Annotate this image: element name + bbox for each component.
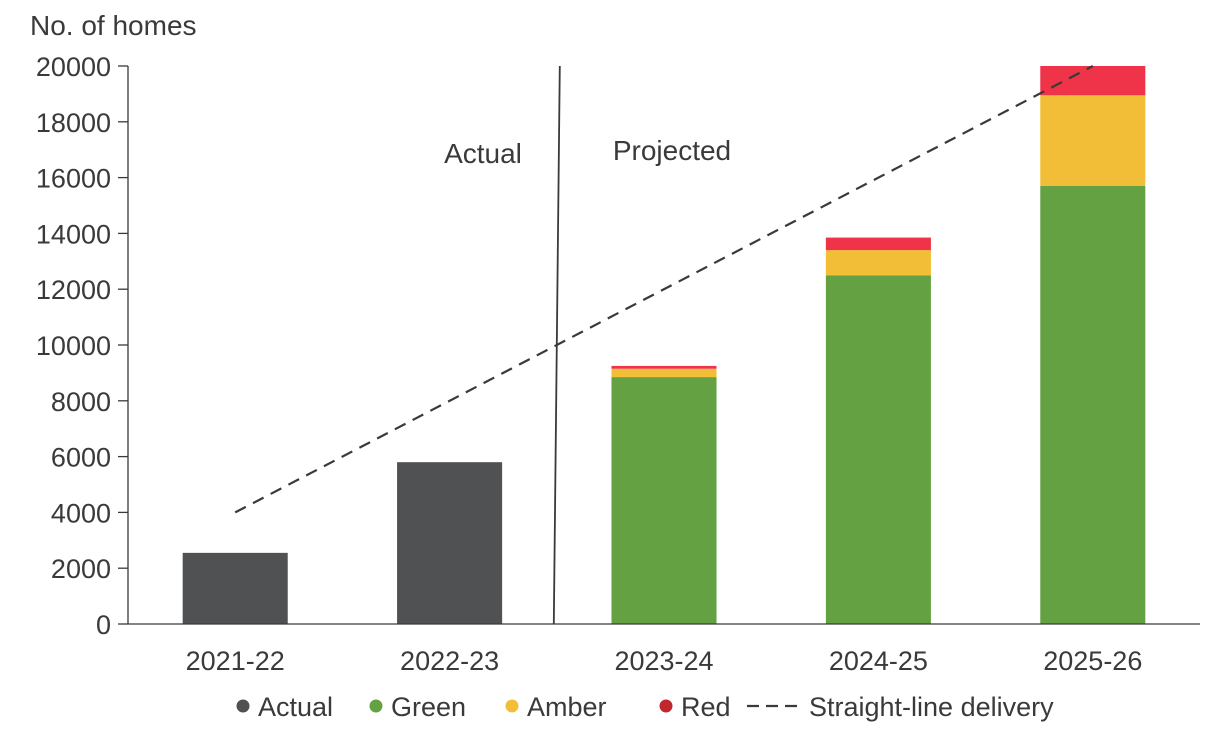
annotation-actual: Actual [444,138,522,169]
y-tick-label: 12000 [36,275,111,305]
y-tick-label: 16000 [36,164,111,194]
bar-red-2025-26 [1040,66,1146,96]
x-axis-ticks: 2021-22 2022-23 2023-24 2024-25 2025-26 [186,646,1143,676]
straight-line-delivery-line [234,65,1094,514]
legend-label: Green [391,692,466,722]
legend-label: Red [681,692,731,722]
bar-actual-2021-22 [182,552,288,624]
legend-marker-amber [505,699,519,713]
legend-label: Straight-line delivery [809,692,1054,722]
y-tick-label: 6000 [51,443,111,473]
y-tick-label: 0 [96,610,111,640]
y-tick-label: 8000 [51,387,111,417]
x-tick-label: 2025-26 [1043,646,1142,676]
x-tick-label: 2022-23 [400,646,499,676]
x-tick-label: 2024-25 [829,646,928,676]
x-tick-label: 2023-24 [614,646,713,676]
bar-actual-2022-23 [397,462,503,624]
bar-green-2024-25 [825,275,931,624]
annotation-projected: Projected [613,135,731,166]
bar-amber-2024-25 [825,250,931,276]
bars [182,66,1146,624]
bar-green-2025-26 [1040,185,1146,624]
bar-red-2024-25 [825,237,931,251]
y-tick-label: 14000 [36,219,111,249]
bar-red-2023-24 [611,365,717,369]
y-tick-label: 4000 [51,498,111,528]
y-axis-label: No. of homes [30,10,197,41]
legend-label: Actual [258,692,333,722]
bar-green-2023-24 [611,377,717,624]
y-tick-label: 20000 [36,52,111,82]
legend: Actual Green Amber Red Straight-line deliver… [236,692,1054,722]
legend-marker-actual [236,699,250,713]
bar-amber-2025-26 [1040,95,1146,186]
legend-marker-red [659,699,673,713]
y-tick-label: 2000 [51,554,111,584]
legend-marker-green [369,699,383,713]
y-tick-label: 18000 [36,108,111,138]
legend-label: Amber [527,692,607,722]
y-tick-label: 10000 [36,331,111,361]
x-tick-label: 2021-22 [186,646,285,676]
y-axis-ticks: 0 2000 4000 6000 8000 10000 12000 14000 16000 180… [36,52,129,640]
bar-amber-2023-24 [611,368,717,378]
straight-line-delivery [234,65,1094,514]
